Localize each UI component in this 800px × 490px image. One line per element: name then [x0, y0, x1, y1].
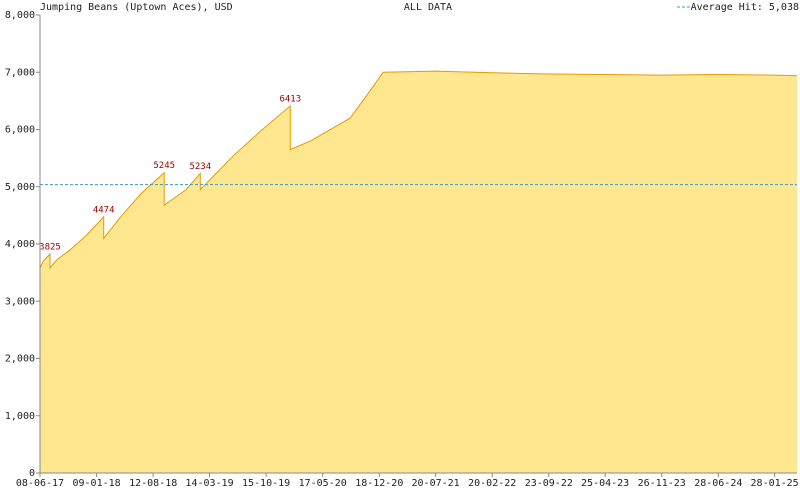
- x-tick-label: 14-03-19: [185, 478, 233, 489]
- chart-subtitle: ALL DATA: [404, 2, 452, 13]
- y-tick-label: 7,000: [5, 67, 35, 78]
- x-tick-label: 23-09-22: [525, 478, 573, 489]
- y-tick-label: 0: [29, 468, 35, 479]
- peak-label: 4474: [93, 205, 115, 215]
- line: [39, 70, 798, 270]
- x-tick-label: 12-08-18: [129, 478, 177, 489]
- x-tick-label: 09-01-18: [73, 478, 121, 489]
- y-tick-label: 6,000: [5, 125, 35, 136]
- x-tick-label: 08-06-17: [16, 478, 64, 489]
- x-tick-label: 17-05-20: [299, 478, 347, 489]
- x-tick-label: 20-02-22: [468, 478, 516, 489]
- x-tick-label: 26-11-23: [638, 478, 686, 489]
- x-tick-label: 15-10-19: [242, 478, 290, 489]
- peak-label: 6413: [279, 94, 301, 104]
- y-tick-label: 8,000: [5, 10, 35, 21]
- x-tick-label: 28-01-25: [751, 478, 799, 489]
- x-tick-label: 20-07-21: [412, 478, 460, 489]
- y-tick-label: 4,000: [5, 239, 35, 250]
- x-tick-label: 25-04-23: [581, 478, 629, 489]
- y-tick-label: 3,000: [5, 296, 35, 307]
- area: [40, 71, 797, 473]
- y-tick-label: 2,000: [5, 354, 35, 365]
- y-tick-label: 5,000: [5, 182, 35, 193]
- x-tick-label: 28-06-24: [694, 478, 742, 489]
- peak-label: 5245: [153, 161, 175, 171]
- chart-title: Jumping Beans (Uptown Aces), USD: [40, 2, 233, 13]
- legend-label: Average Hit: 5,038: [691, 2, 799, 13]
- x-tick-label: 18-12-20: [355, 478, 403, 489]
- peak-label: 3825: [39, 243, 61, 253]
- y-tick-label: 1,000: [5, 411, 35, 422]
- peak-label: 5234: [189, 162, 211, 172]
